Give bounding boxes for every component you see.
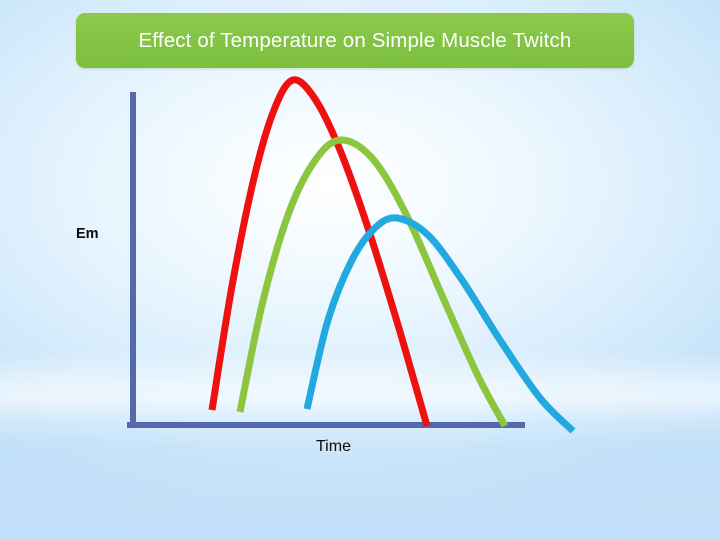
title-banner: Effect of Temperature on Simple Muscle T… [76, 13, 634, 68]
y-axis-label: Em [76, 226, 99, 242]
axes-group [127, 92, 525, 428]
curves-group [208, 76, 576, 434]
curve-green-curve [236, 136, 509, 428]
curve-blue-curve [303, 214, 576, 434]
background-lower-band [0, 430, 720, 540]
x-axis-label: Time [316, 438, 351, 455]
page-title: Effect of Temperature on Simple Muscle T… [138, 28, 572, 52]
curve-red-curve [208, 76, 431, 427]
